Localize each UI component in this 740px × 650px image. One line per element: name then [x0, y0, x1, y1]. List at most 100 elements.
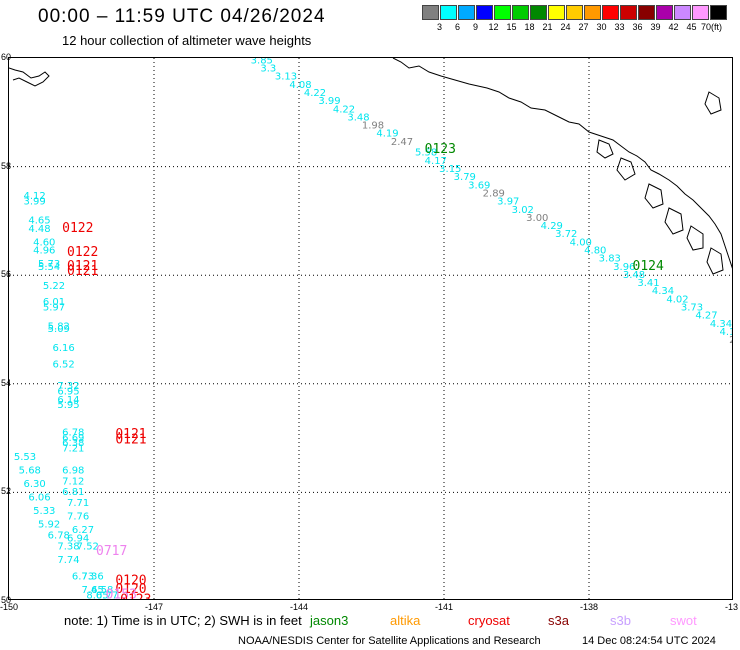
wave-height-label: 4.80: [584, 245, 606, 256]
pass-time-label: 0124: [633, 259, 664, 274]
wave-observations: 3.853.33.134.084.223.994.223.481.984.192…: [14, 58, 733, 600]
latitude-tick-label: 50: [1, 595, 12, 605]
legend-swatch: [674, 5, 691, 20]
wave-height-label: 7.21: [62, 444, 84, 455]
wave-height-label: 4.17: [425, 156, 447, 167]
generation-timestamp: 14 Dec 08:24:54 UTC 2024: [582, 635, 716, 647]
legend-label: 6: [454, 22, 460, 32]
wave-height-label: 3.83: [599, 254, 621, 265]
legend-label: 39: [650, 22, 661, 32]
legend-swatch: [602, 5, 619, 20]
wave-height-label: 3.69: [468, 180, 490, 191]
wave-height-label: 3.99: [318, 96, 340, 107]
wave-height-label: 8.05: [86, 590, 108, 600]
wave-height-label: 5.33: [33, 506, 55, 517]
legend-label: 24: [560, 22, 571, 32]
satellite-legend-item: s3a: [548, 613, 569, 628]
pass-labels: 0123012401220122012101210121012107170120…: [62, 142, 664, 600]
island-outline: [616, 157, 636, 181]
pass-time-label: 0122: [62, 221, 93, 236]
legend-swatch: [494, 5, 511, 20]
legend-swatch: [620, 5, 637, 20]
legend-swatch: [512, 5, 529, 20]
wave-height-label: 6.77: [96, 590, 118, 600]
wave-height-label: 6.78: [62, 427, 84, 438]
longitude-tick-label: -138: [580, 602, 599, 612]
map-panel[interactable]: 3.85 3.3 3.13 4.08 4.22 3.99 4.22 3.48 1.98 4.19 2…: [8, 57, 733, 600]
wave-height-label: 3.48: [623, 270, 645, 281]
wave-height-label: 5.97: [43, 302, 65, 313]
wave-height-label: 5.73: [38, 259, 60, 270]
pass-time-label: 0153: [106, 587, 137, 600]
wave-height-label: 6.06: [28, 493, 50, 504]
satellite-legend-item: s3b: [610, 613, 631, 628]
pass-time-label: 0717: [96, 544, 127, 559]
legend-label: 3: [436, 22, 442, 32]
coastline: [9, 58, 732, 275]
pass-time-label: 0121: [67, 264, 98, 279]
legend-label: 9: [472, 22, 478, 32]
wave-height-label: 6.98: [62, 465, 84, 476]
legend-label: 12: [488, 22, 499, 32]
wave-height-label: 4.34: [710, 319, 732, 330]
wave-height-label: 3.48: [347, 112, 369, 123]
legend-label: 45: [686, 22, 697, 32]
wave-height-label: 3.85: [251, 58, 273, 66]
map-subtitle: 12 hour collection of altimeter wave hei…: [62, 33, 312, 48]
pass-time-label: 0121: [67, 259, 98, 274]
wave-height-label: 3.13: [275, 72, 297, 83]
legend-label: 18: [524, 22, 535, 32]
legend-label: 30: [596, 22, 607, 32]
wave-height-label: 4.08: [289, 80, 311, 91]
legend-swatch: [458, 5, 475, 20]
wave-height-label: 6.30: [24, 479, 46, 490]
wave-height-label: 5.95: [57, 400, 79, 411]
latitude-tick-label: 56: [1, 269, 12, 280]
satellite-legend-item: altika: [390, 613, 421, 628]
wave-height-label: 2.96: [729, 335, 733, 346]
wave-height-label: 6.94: [67, 533, 89, 544]
wave-height-label: 5.22: [43, 281, 65, 292]
wave-height-label: 3.41: [637, 278, 659, 289]
wave-height-label: 6.73: [72, 571, 94, 582]
wave-height-label: 4.22: [304, 88, 326, 99]
legend-label: 15: [506, 22, 517, 32]
wave-height-label: 7.36: [82, 571, 104, 582]
wave-height-label: 6.14: [57, 395, 79, 406]
satellite-legend-item: jason3: [310, 613, 349, 628]
wave-height-label: 4.96: [33, 245, 55, 256]
pass-time-label: 0121: [115, 427, 146, 442]
wave-height-label: 2.47: [391, 137, 413, 148]
latitude-tick-label: 60: [1, 52, 12, 62]
pass-time-label: 0123: [120, 593, 151, 600]
wave-height-label: 3.73: [681, 302, 703, 313]
wave-height-label: 4.34: [652, 286, 674, 297]
wave-height-label: 7.52: [77, 541, 99, 552]
wave-height-label: 3.00: [526, 213, 548, 224]
satellite-legend-item: swot: [670, 613, 697, 628]
wave-height-label: 4.48: [28, 224, 50, 235]
wave-height-label: 3.15: [439, 164, 461, 175]
wave-height-label: 6.78: [48, 531, 70, 542]
wave-height-label: 3.3: [260, 64, 276, 75]
wave-height-label: 6.27: [72, 525, 94, 536]
legend-swatch: [692, 5, 709, 20]
legend-label: 27: [578, 22, 589, 32]
pass-time-label: 0122: [67, 245, 98, 260]
wave-height-label: 4.27: [695, 311, 717, 322]
pass-time-label: 0120: [115, 574, 146, 589]
longitude-tick-label: -147: [145, 602, 164, 612]
map-title: 00:00 – 11:59 UTC 04/26/2024: [38, 6, 326, 27]
wave-height-label: 5.53: [14, 452, 36, 463]
wave-height-label: 3.97: [497, 197, 519, 208]
wave-height-label: 4.02: [666, 294, 688, 305]
wave-height-label: 5.58: [415, 148, 437, 159]
island-outline: [686, 225, 704, 251]
longitude-tick-label: -144: [290, 602, 309, 612]
wave-height-label: 7.12: [62, 476, 84, 487]
wave-height-label: 4.29: [541, 221, 563, 232]
island-outline: [644, 183, 664, 209]
legend-swatch: [638, 5, 655, 20]
satellite-legend-item: cryosat: [468, 613, 510, 628]
latitude-tick-label: 54: [1, 377, 12, 388]
